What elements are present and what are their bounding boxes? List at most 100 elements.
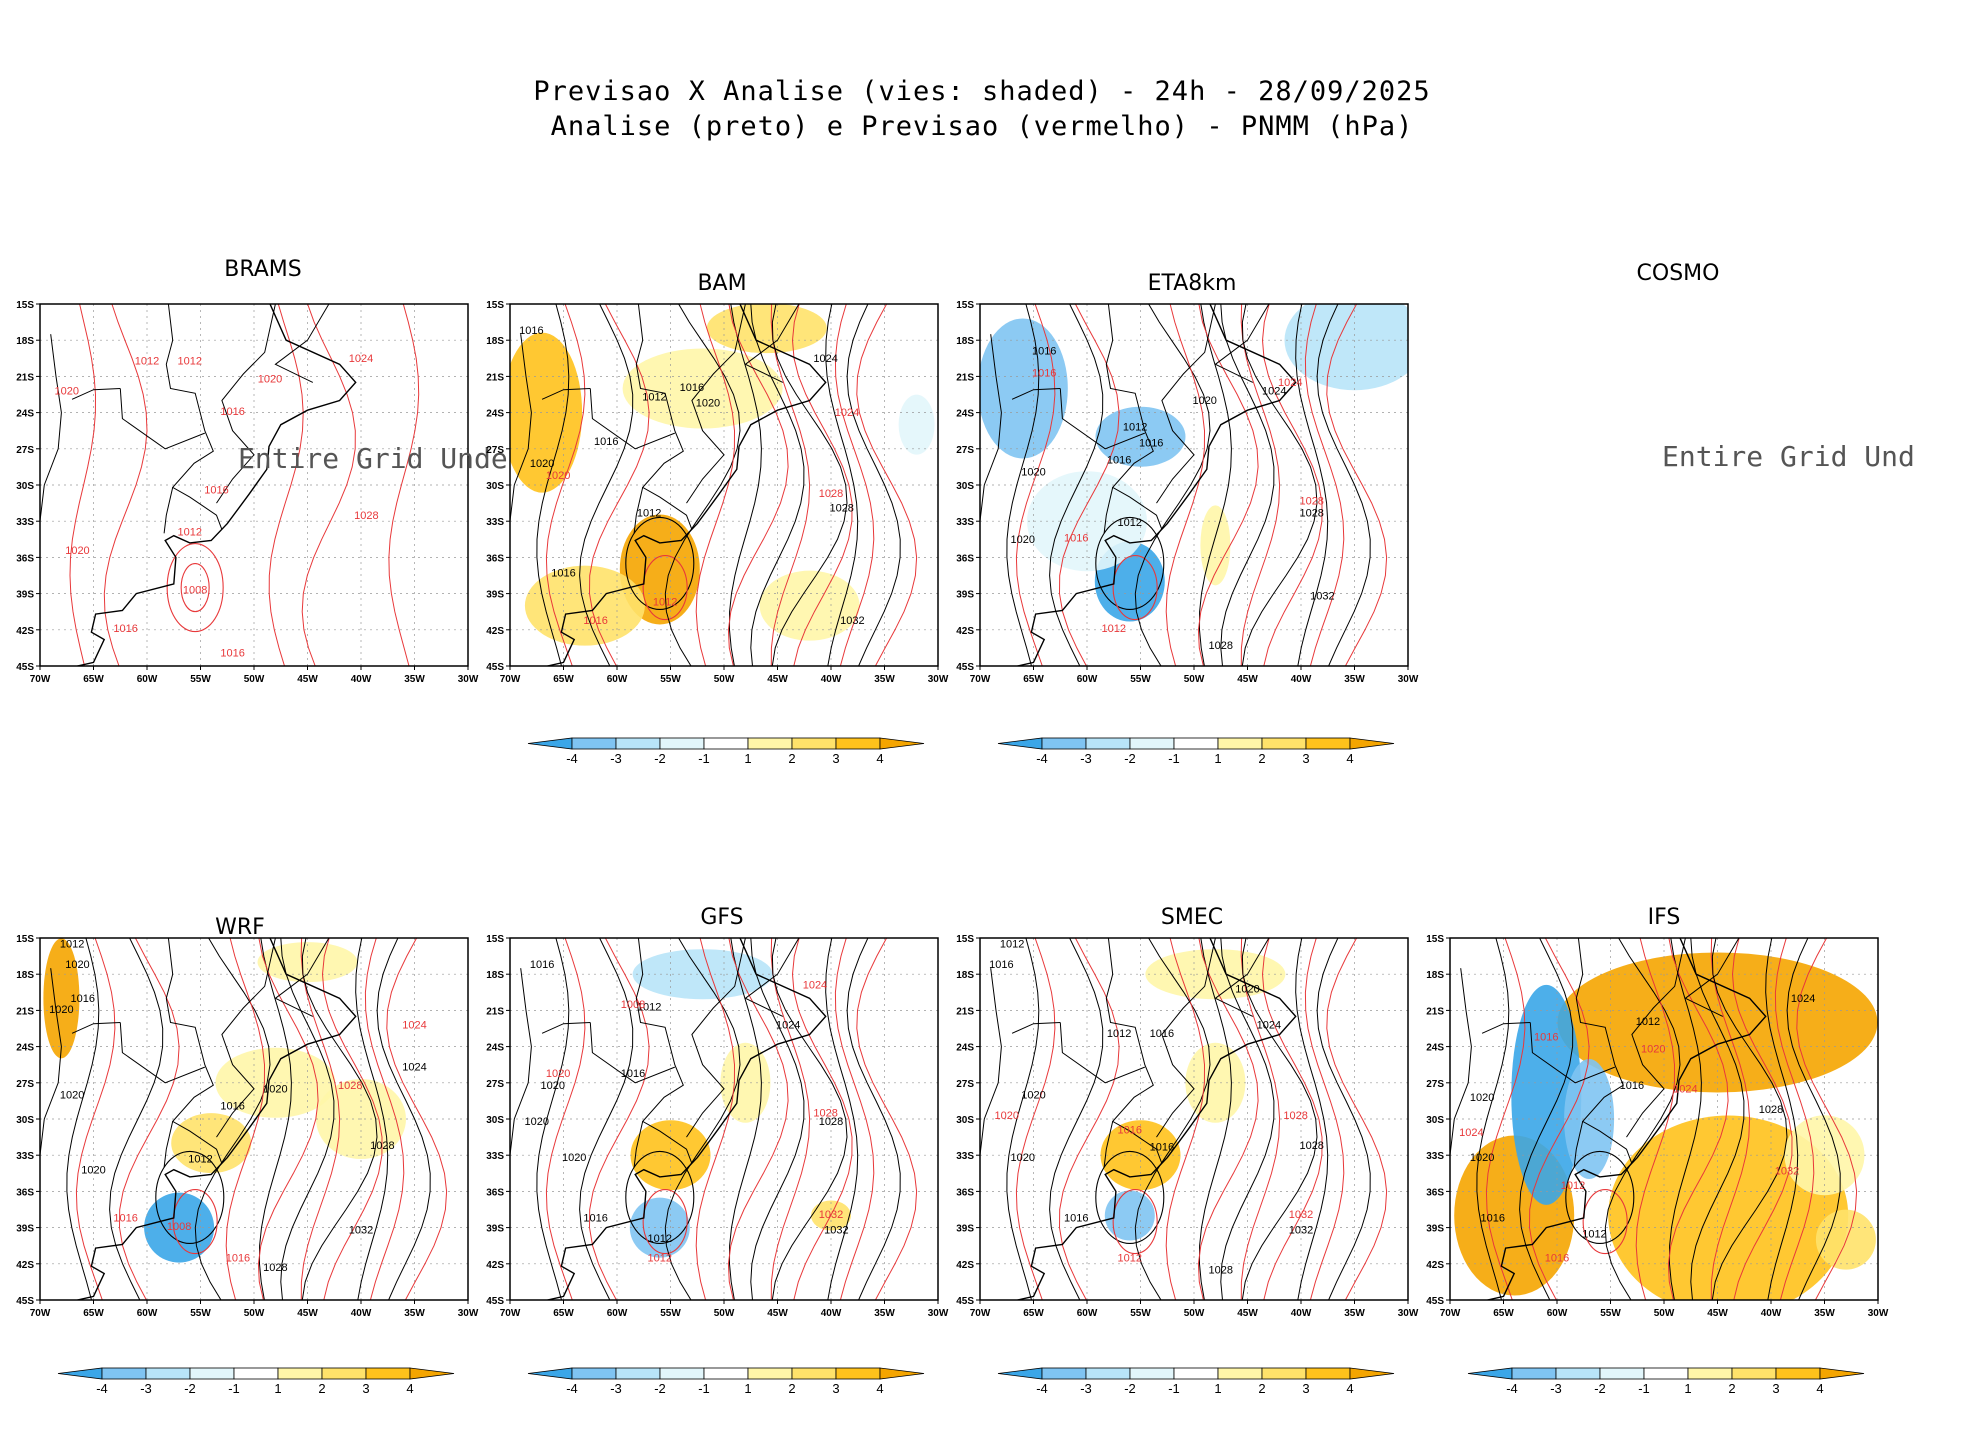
contour-label: 1032 bbox=[824, 1225, 848, 1237]
colorbar-swatch bbox=[1305, 1367, 1351, 1380]
analysis-isobar bbox=[536, 938, 570, 1300]
contour-label: 1028 bbox=[370, 1140, 394, 1152]
contour-label: 1016 bbox=[530, 959, 554, 971]
colorbar-label: -3 bbox=[610, 1381, 622, 1396]
colorbar-label: 1 bbox=[1684, 1381, 1691, 1396]
forecast-isobar bbox=[1635, 938, 1676, 1300]
colorbar-label: 4 bbox=[1816, 1381, 1823, 1396]
lat-tick-label: 33S bbox=[486, 1151, 504, 1162]
country-border bbox=[1011, 1022, 1061, 1034]
lon-tick-label: 55W bbox=[1130, 674, 1151, 685]
contour-label: 1028 bbox=[338, 1080, 362, 1092]
colorbar-arrow-high bbox=[1349, 737, 1395, 750]
country-border bbox=[163, 1121, 174, 1168]
colorbar-label: 1 bbox=[744, 751, 751, 766]
low-pressure-isobar bbox=[625, 1150, 695, 1244]
forecast-isobar bbox=[1774, 938, 1815, 1300]
colorbar-arrow-low bbox=[997, 1367, 1043, 1380]
lat-tick-label: 42S bbox=[956, 1260, 974, 1271]
contour-label: 1016 bbox=[220, 1100, 244, 1112]
forecast-isobar bbox=[268, 304, 304, 666]
colorbar-label: 3 bbox=[832, 1381, 839, 1396]
lat-tick-label: 15S bbox=[486, 300, 504, 311]
contour-label: 1016 bbox=[594, 436, 618, 448]
contour-label: 1020 bbox=[1235, 983, 1259, 995]
colorbar-label: -4 bbox=[1506, 1381, 1518, 1396]
lat-tick-label: 42S bbox=[16, 1260, 34, 1271]
colorbar-label: -1 bbox=[698, 751, 710, 766]
analysis-isobar bbox=[1295, 304, 1329, 666]
contour-label: 1012 bbox=[1561, 1180, 1585, 1192]
country-border bbox=[589, 388, 675, 450]
analysis-isobar bbox=[1604, 938, 1681, 1300]
lat-tick-label: 21S bbox=[956, 372, 974, 383]
contour-label: 1024 bbox=[835, 407, 859, 419]
lat-tick-label: 36S bbox=[956, 1187, 974, 1198]
lon-tick-label: 70W bbox=[970, 1308, 991, 1319]
forecast-isobar bbox=[1710, 938, 1751, 1300]
colorbar-swatch bbox=[321, 1367, 367, 1380]
forecast-isobar bbox=[834, 304, 875, 666]
panel-title: BAM bbox=[697, 271, 746, 296]
lon-tick-label: 40W bbox=[351, 674, 372, 685]
analysis-isobar bbox=[664, 938, 741, 1300]
lat-tick-label: 24S bbox=[956, 409, 974, 420]
lon-tick-label: 70W bbox=[970, 674, 991, 685]
forecast-isobar bbox=[727, 304, 789, 666]
lon-tick-label: 40W bbox=[1291, 1308, 1312, 1319]
lon-tick-label: 65W bbox=[83, 674, 104, 685]
contour-label: 1020 bbox=[1470, 1092, 1494, 1104]
country-border bbox=[274, 938, 330, 1017]
contour-label: 1020 bbox=[995, 1110, 1019, 1122]
contour-label: 1020 bbox=[1192, 395, 1216, 407]
colorbar-label: 1 bbox=[274, 1381, 281, 1396]
lon-tick-label: 55W bbox=[660, 674, 681, 685]
low-pressure-isobar bbox=[166, 543, 224, 633]
analysis-isobar bbox=[1786, 938, 1841, 1300]
country-border bbox=[633, 487, 644, 534]
country-border bbox=[1156, 938, 1216, 1138]
forecast-isobar bbox=[300, 938, 341, 1300]
lat-tick-label: 45S bbox=[16, 1296, 34, 1307]
lon-tick-label: 40W bbox=[821, 1308, 842, 1319]
map-plot-area: 1024 1028 1012 1016 1020 1020 1016 1012 1024 1020… bbox=[1450, 938, 1878, 1300]
contour-label: 1028 bbox=[1299, 1140, 1323, 1152]
contour-label: 1016 bbox=[1118, 1124, 1142, 1136]
lat-tick-label: 42S bbox=[1426, 1260, 1444, 1271]
colorbar-swatch bbox=[1129, 1367, 1175, 1380]
colorbar-label: -3 bbox=[1080, 1381, 1092, 1396]
colorbar-label: 4 bbox=[1346, 751, 1353, 766]
country-border bbox=[165, 938, 223, 1164]
lon-tick-label: 45W bbox=[1707, 1308, 1728, 1319]
contour-label: 1012 bbox=[1636, 1016, 1660, 1028]
contour-label: 1020 bbox=[1011, 1152, 1035, 1164]
colorbar-swatch bbox=[571, 737, 617, 750]
bias-shading bbox=[1104, 1190, 1155, 1241]
lon-tick-label: 35W bbox=[1814, 1308, 1835, 1319]
panel-title: ETA8km bbox=[1148, 271, 1237, 296]
contour-label: 1020 bbox=[1641, 1044, 1665, 1056]
lon-tick-label: 55W bbox=[660, 1308, 681, 1319]
forecast-isobar bbox=[1165, 938, 1206, 1300]
contour-label: 1020 bbox=[263, 1083, 287, 1095]
contour-label: 1016 bbox=[1032, 346, 1056, 358]
contour-label: 1020 bbox=[49, 1004, 73, 1016]
low-pressure-isobar bbox=[172, 1189, 218, 1255]
coastline bbox=[77, 304, 357, 666]
colorbar-swatch bbox=[145, 1367, 191, 1380]
colorbar: -4 -3 -2 -1 1 2 3 4 bbox=[527, 1367, 925, 1396]
analysis-isobar bbox=[66, 938, 100, 1300]
analysis-isobar bbox=[1241, 304, 1318, 666]
colorbar-label: 3 bbox=[1302, 1381, 1309, 1396]
undef-message: Entire Grid Und bbox=[1662, 440, 1915, 473]
contour-label: 1012 bbox=[60, 939, 84, 951]
lon-tick-label: 50W bbox=[1184, 674, 1205, 685]
lat-tick-label: 33S bbox=[16, 1151, 34, 1162]
forecast-isobar bbox=[1667, 938, 1729, 1300]
colorbar-label: -3 bbox=[140, 1381, 152, 1396]
lat-tick-label: 27S bbox=[16, 445, 34, 456]
contour-label: 1012 bbox=[1582, 1228, 1606, 1240]
analysis-isobar bbox=[1765, 938, 1799, 1300]
country-border bbox=[1573, 1121, 1584, 1168]
colorbar-label: -4 bbox=[1036, 751, 1048, 766]
